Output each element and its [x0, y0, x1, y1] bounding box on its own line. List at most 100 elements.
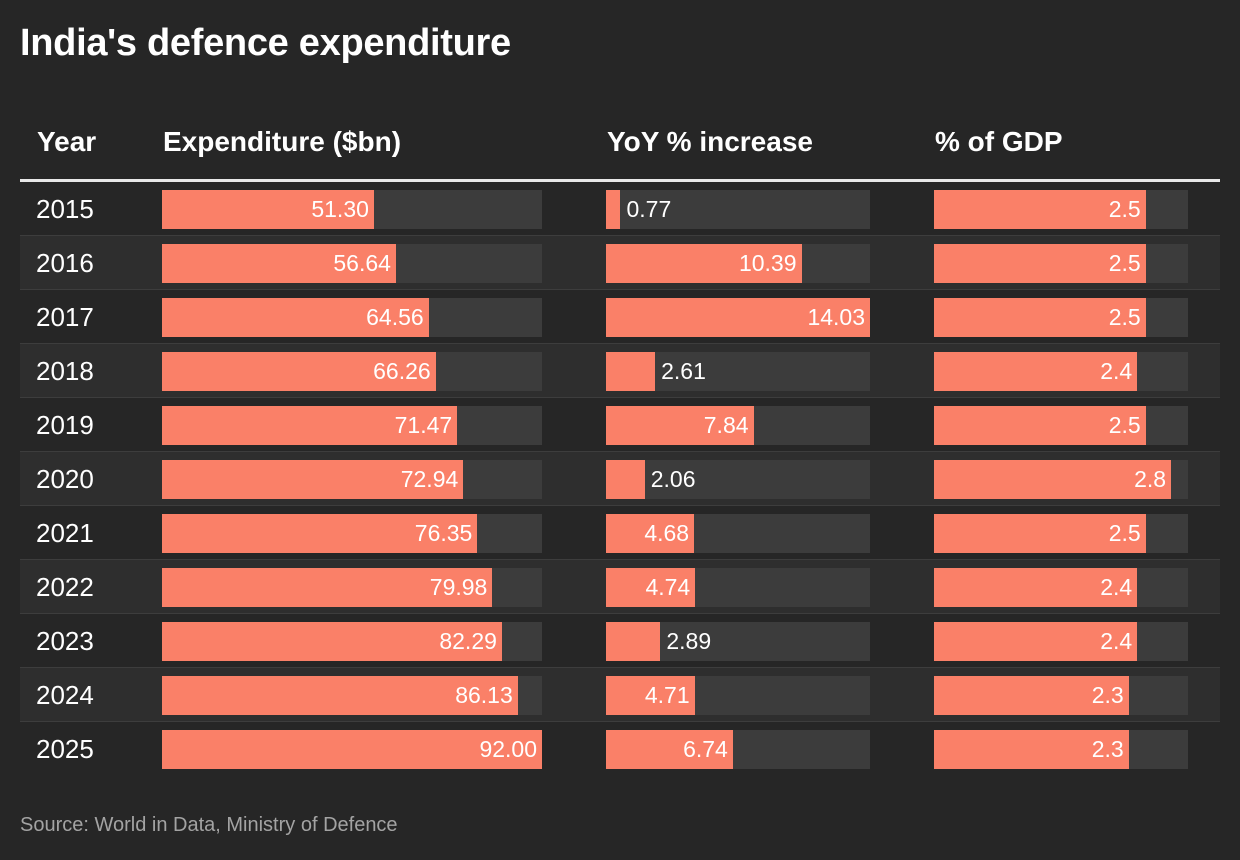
- yoy-increase-value-label: 0.77: [626, 196, 672, 222]
- gdp-share-bar-track: 2.5: [934, 514, 1188, 553]
- column-header-yoy: YoY % increase: [607, 126, 813, 157]
- expenditure-value-label: 64.56: [366, 304, 424, 330]
- year-label: 2020: [36, 464, 94, 494]
- gdp-share-value-label: 2.5: [1108, 250, 1141, 276]
- year-label: 2019: [36, 410, 94, 440]
- gdp-share-value-label: 2.3: [1091, 682, 1124, 708]
- expenditure-value-label: 76.35: [414, 520, 473, 546]
- expenditure-bar: [162, 406, 458, 445]
- year-label: 2023: [36, 626, 94, 656]
- gdp-share-bar: [934, 622, 1138, 661]
- gdp-share-bar: [934, 676, 1129, 715]
- expenditure-bar: [162, 622, 502, 661]
- table-row: 2017 64.56 14.03 2.5: [20, 290, 1220, 344]
- gdp-share-value-label: 2.5: [1108, 196, 1141, 222]
- yoy-increase-value-label: 2.89: [666, 628, 712, 654]
- yoy-increase-bar: [606, 676, 695, 715]
- yoy-increase-value-label: 4.74: [645, 574, 691, 600]
- year-label: 2021: [36, 518, 94, 548]
- expenditure-value-label: 92.00: [479, 736, 537, 762]
- yoy-increase-bar-track: 0.77: [606, 190, 870, 229]
- yoy-increase-bar-track: 4.74: [606, 568, 870, 607]
- expenditure-bar: [162, 568, 493, 607]
- table-row: 2020 72.94 2.06 2.8: [20, 452, 1220, 506]
- chart-title: India's defence expenditure: [20, 22, 511, 64]
- year-label: 2018: [36, 356, 94, 386]
- gdp-share-value-label: 2.8: [1134, 466, 1167, 492]
- column-header-gdp: % of GDP: [935, 126, 1063, 157]
- gdp-share-bar-track: 2.8: [934, 460, 1188, 499]
- column-header-expenditure: Expenditure ($bn): [163, 126, 402, 157]
- expenditure-bar-track: 56.64: [162, 244, 542, 283]
- table-row: 2022 79.98 4.74 2.4: [20, 560, 1220, 614]
- yoy-increase-value-label: 6.74: [683, 736, 728, 762]
- yoy-increase-value-label: 4.71: [644, 682, 690, 708]
- year-label: 2025: [36, 734, 94, 764]
- yoy-increase-bar-track: 14.03: [606, 298, 870, 337]
- yoy-increase-bar: [606, 514, 695, 553]
- table-row: 2018 66.26 2.61 2.4: [20, 344, 1220, 398]
- expenditure-value-label: 71.47: [394, 412, 453, 438]
- gdp-share-bar: [934, 568, 1138, 607]
- table-row: 2016 56.64 10.39 2.5: [20, 236, 1220, 290]
- yoy-increase-value-label: 4.68: [644, 520, 690, 546]
- table-row: 2025 92.00 6.74 2.3: [20, 722, 1220, 776]
- expenditure-value-label: 72.94: [400, 466, 459, 492]
- gdp-share-bar-track: 2.3: [934, 730, 1188, 769]
- yoy-increase-bar: [606, 460, 645, 499]
- yoy-increase-value-label: 2.06: [650, 466, 696, 492]
- gdp-share-value-label: 2.4: [1100, 358, 1133, 384]
- table-row: 2015 51.30 0.77 2.5: [20, 182, 1220, 236]
- yoy-increase-bar-track: 6.74: [606, 730, 870, 769]
- year-label: 2024: [36, 680, 94, 710]
- yoy-increase-bar-track: 4.71: [606, 676, 870, 715]
- yoy-increase-bar: [606, 244, 802, 283]
- gdp-share-bar: [934, 460, 1172, 499]
- year-label: 2015: [36, 194, 94, 224]
- gdp-share-value-label: 2.5: [1108, 304, 1141, 330]
- gdp-share-bar: [934, 514, 1146, 553]
- yoy-increase-value-label: 14.03: [807, 304, 865, 330]
- table-row: 2024 86.13 4.71 2.3: [20, 668, 1220, 722]
- year-label: 2016: [36, 248, 94, 278]
- yoy-increase-bar-track: 4.68: [606, 514, 870, 553]
- table-row: 2019 71.47 7.84 2.5: [20, 398, 1220, 452]
- gdp-share-bar-track: 2.4: [934, 352, 1188, 391]
- expenditure-bar: [162, 460, 464, 499]
- expenditure-bar-track: 76.35: [162, 514, 542, 553]
- expenditure-value-label: 56.64: [333, 250, 391, 276]
- yoy-increase-bar: [606, 298, 870, 337]
- gdp-share-bar: [934, 190, 1146, 229]
- expenditure-value-label: 51.30: [311, 196, 369, 222]
- expenditure-bar: [162, 244, 396, 283]
- expenditure-bar-track: 82.29: [162, 622, 542, 661]
- expenditure-value-label: 86.13: [455, 682, 513, 708]
- yoy-increase-bar: [606, 730, 733, 769]
- gdp-share-bar-track: 2.5: [934, 190, 1188, 229]
- header-divider: [20, 179, 1220, 182]
- gdp-share-bar-track: 2.3: [934, 676, 1188, 715]
- gdp-share-bar: [934, 406, 1146, 445]
- gdp-share-value-label: 2.4: [1100, 628, 1133, 654]
- table-row: 2023 82.29 2.89 2.4: [20, 614, 1220, 668]
- expenditure-value-label: 82.29: [439, 628, 497, 654]
- column-header-year: Year: [37, 126, 97, 157]
- year-label: 2017: [36, 302, 94, 332]
- gdp-share-value-label: 2.4: [1100, 574, 1133, 600]
- yoy-increase-bar: [606, 568, 696, 607]
- year-label: 2022: [36, 572, 94, 602]
- gdp-share-bar: [934, 730, 1129, 769]
- yoy-increase-bar: [606, 352, 656, 391]
- yoy-increase-bar-track: 2.06: [606, 460, 870, 499]
- yoy-increase-value-label: 2.61: [661, 358, 706, 384]
- expenditure-bar-track: 71.47: [162, 406, 542, 445]
- gdp-share-value-label: 2.5: [1108, 412, 1141, 438]
- expenditure-bar-track: 66.26: [162, 352, 542, 391]
- yoy-increase-bar-track: 10.39: [606, 244, 870, 283]
- gdp-share-bar-track: 2.5: [934, 406, 1188, 445]
- gdp-share-bar-track: 2.5: [934, 298, 1188, 337]
- yoy-increase-bar-track: 2.89: [606, 622, 870, 661]
- yoy-increase-bar: [606, 190, 621, 229]
- yoy-increase-value-label: 7.84: [703, 412, 749, 438]
- expenditure-bar: [162, 676, 518, 715]
